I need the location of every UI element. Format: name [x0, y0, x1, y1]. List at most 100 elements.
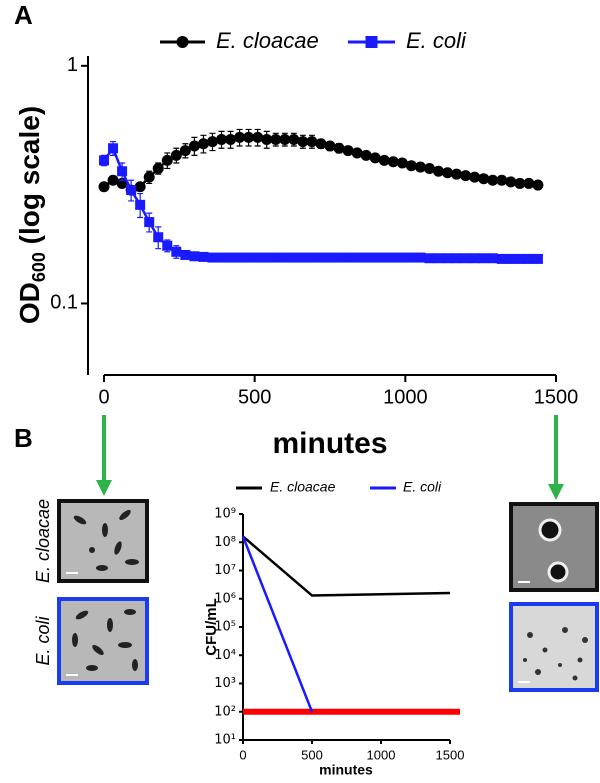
data-point	[388, 252, 399, 263]
data-point	[207, 252, 218, 263]
data-point	[405, 160, 417, 172]
data-point	[523, 253, 534, 264]
x-axis-label: minutes	[319, 762, 373, 778]
data-point	[433, 253, 444, 264]
data-point	[234, 252, 245, 263]
data-point	[288, 252, 299, 263]
data-point	[424, 253, 435, 264]
data-point	[523, 177, 535, 189]
y-axis-label: OD600 (log scale)	[14, 106, 48, 324]
data-point	[369, 152, 381, 164]
data-point	[243, 131, 255, 143]
data-point	[170, 149, 182, 161]
x-tick-label: 1000	[383, 386, 428, 408]
data-point	[161, 154, 173, 166]
data-point	[234, 131, 246, 143]
data-point	[505, 176, 517, 188]
data-point	[487, 174, 499, 186]
data-point	[469, 171, 481, 183]
y-tick-label: 0.1	[50, 292, 78, 314]
data-point	[216, 252, 227, 263]
data-point	[189, 251, 200, 262]
data-point	[180, 249, 191, 260]
data-point	[325, 252, 335, 263]
data-point	[397, 252, 408, 263]
data-point	[117, 166, 128, 177]
data-point	[351, 147, 363, 159]
data-point	[414, 161, 426, 173]
y-tick-label: 10³	[214, 676, 236, 691]
panel-label: B	[14, 423, 33, 453]
data-point	[225, 252, 236, 263]
y-label-main: OD	[14, 282, 45, 324]
data-point	[261, 252, 272, 263]
y-tick-label: 1	[67, 54, 78, 76]
data-point	[188, 140, 200, 152]
data-point	[197, 138, 209, 150]
data-point	[469, 253, 480, 264]
data-point	[144, 217, 155, 228]
data-point	[306, 136, 318, 148]
micrograph-label: E. coli	[33, 615, 53, 665]
y-tick-label: 10⁴	[214, 648, 236, 663]
data-point	[171, 246, 182, 257]
panel-label: A	[14, 0, 33, 30]
data-point	[297, 252, 308, 263]
x-tick-label: 1500	[534, 386, 579, 408]
data-point	[432, 165, 444, 177]
data-point	[396, 157, 408, 169]
legend-marker	[365, 36, 378, 48]
data-point	[460, 170, 472, 182]
legend-label: E. cloacae	[270, 479, 336, 495]
data-point	[98, 181, 110, 193]
legend-label: E. coli	[403, 479, 442, 495]
data-point	[243, 252, 254, 263]
data-point	[279, 252, 290, 263]
data-point	[126, 185, 137, 196]
y-tick-label: 10⁷	[214, 563, 236, 578]
y-tick-label: 10⁵	[214, 620, 236, 635]
data-point	[532, 179, 544, 191]
data-point	[315, 252, 326, 263]
data-point	[107, 174, 119, 186]
data-point	[153, 232, 164, 243]
data-point	[315, 138, 327, 150]
data-point	[478, 173, 490, 185]
data-point	[152, 162, 164, 174]
y-tick-label: 10⁹	[214, 507, 236, 522]
data-point	[505, 253, 516, 264]
data-point	[297, 136, 309, 148]
micrograph	[509, 502, 599, 592]
data-point	[379, 252, 390, 263]
y-label-subscript: 600	[29, 252, 49, 282]
data-point	[352, 252, 363, 263]
micrograph	[57, 499, 149, 583]
series-line	[242, 535, 451, 597]
y-tick-label: 10⁸	[214, 535, 236, 550]
data-point	[99, 155, 109, 166]
data-point	[198, 251, 209, 262]
x-axis-label: minutes	[272, 427, 387, 460]
data-point	[108, 143, 119, 154]
data-point	[370, 252, 381, 263]
x-tick-label: 500	[238, 386, 271, 408]
data-point	[478, 253, 489, 264]
data-point	[225, 133, 237, 145]
data-point	[378, 154, 390, 166]
data-point	[387, 156, 399, 168]
series-line	[241, 536, 314, 713]
data-point	[270, 252, 281, 263]
data-point	[143, 171, 155, 183]
data-point	[415, 252, 426, 263]
x-tick-label: 0	[239, 747, 246, 762]
data-point	[423, 162, 435, 174]
data-point	[343, 252, 354, 263]
data-point	[179, 145, 191, 157]
x-tick-label: 500	[301, 747, 323, 762]
data-point	[442, 167, 454, 179]
data-point	[514, 253, 525, 264]
data-point	[360, 149, 372, 161]
data-point	[442, 253, 453, 264]
